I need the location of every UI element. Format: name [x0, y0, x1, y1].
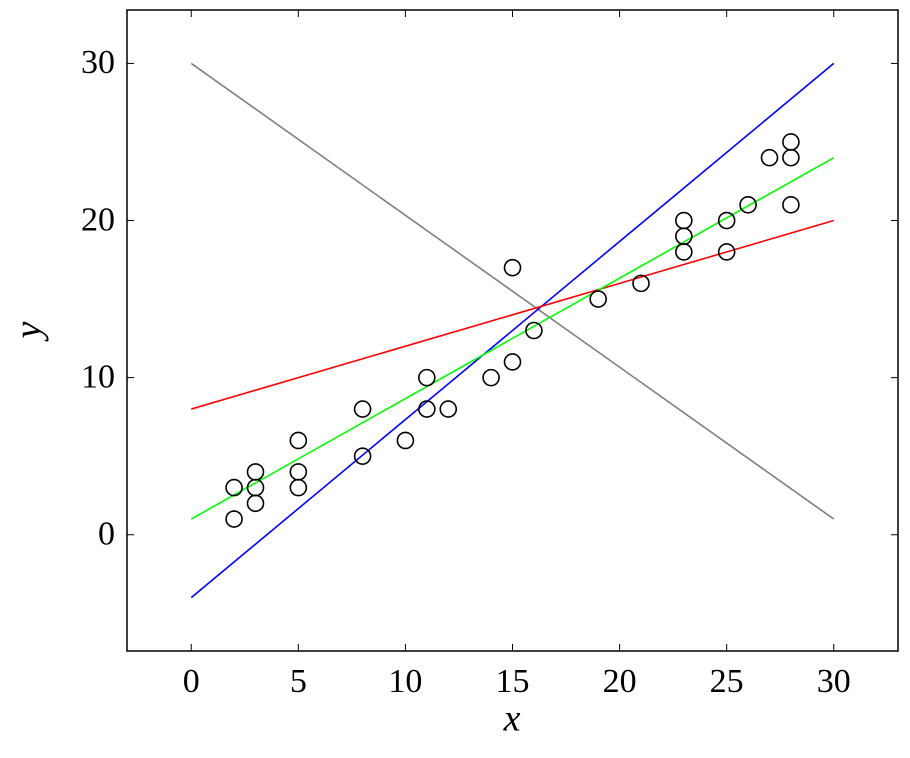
point — [632, 274, 650, 293]
point — [353, 447, 372, 465]
point — [739, 196, 757, 214]
y-tick-label: 20 — [81, 201, 115, 238]
point — [717, 211, 736, 230]
point — [760, 148, 779, 167]
y-tick-label: 30 — [81, 44, 115, 81]
point — [418, 400, 436, 418]
point — [246, 494, 265, 513]
point — [225, 510, 243, 528]
x-tick-label: 10 — [388, 663, 422, 700]
point — [782, 133, 800, 151]
x-tick-label: 5 — [290, 663, 307, 700]
line — [190, 62, 835, 599]
y-axis-label: y — [8, 321, 50, 342]
point — [503, 258, 522, 277]
point — [396, 431, 415, 450]
point — [675, 211, 693, 230]
point — [782, 196, 800, 214]
point — [503, 353, 522, 371]
y-tick-label: 0 — [98, 516, 115, 553]
x-tick-label: 25 — [710, 663, 744, 700]
point — [289, 478, 308, 497]
y-tick-label: 10 — [81, 358, 115, 395]
x-tick-label: 0 — [183, 663, 200, 700]
point — [482, 368, 500, 387]
point — [782, 148, 800, 167]
point — [717, 243, 736, 261]
x-tick-label: 30 — [817, 663, 851, 700]
x-axis-label: x — [503, 698, 521, 740]
line — [190, 156, 835, 520]
point — [675, 243, 693, 261]
x-tick-label: 20 — [603, 663, 637, 700]
point — [589, 290, 607, 308]
point — [525, 321, 543, 340]
point — [225, 478, 243, 497]
point — [439, 400, 458, 418]
x-tick-label: 15 — [496, 663, 530, 700]
line — [191, 219, 834, 410]
point — [353, 400, 372, 418]
point — [289, 431, 308, 450]
point — [246, 463, 265, 481]
line — [190, 62, 835, 520]
point — [418, 368, 436, 387]
point — [289, 463, 308, 481]
